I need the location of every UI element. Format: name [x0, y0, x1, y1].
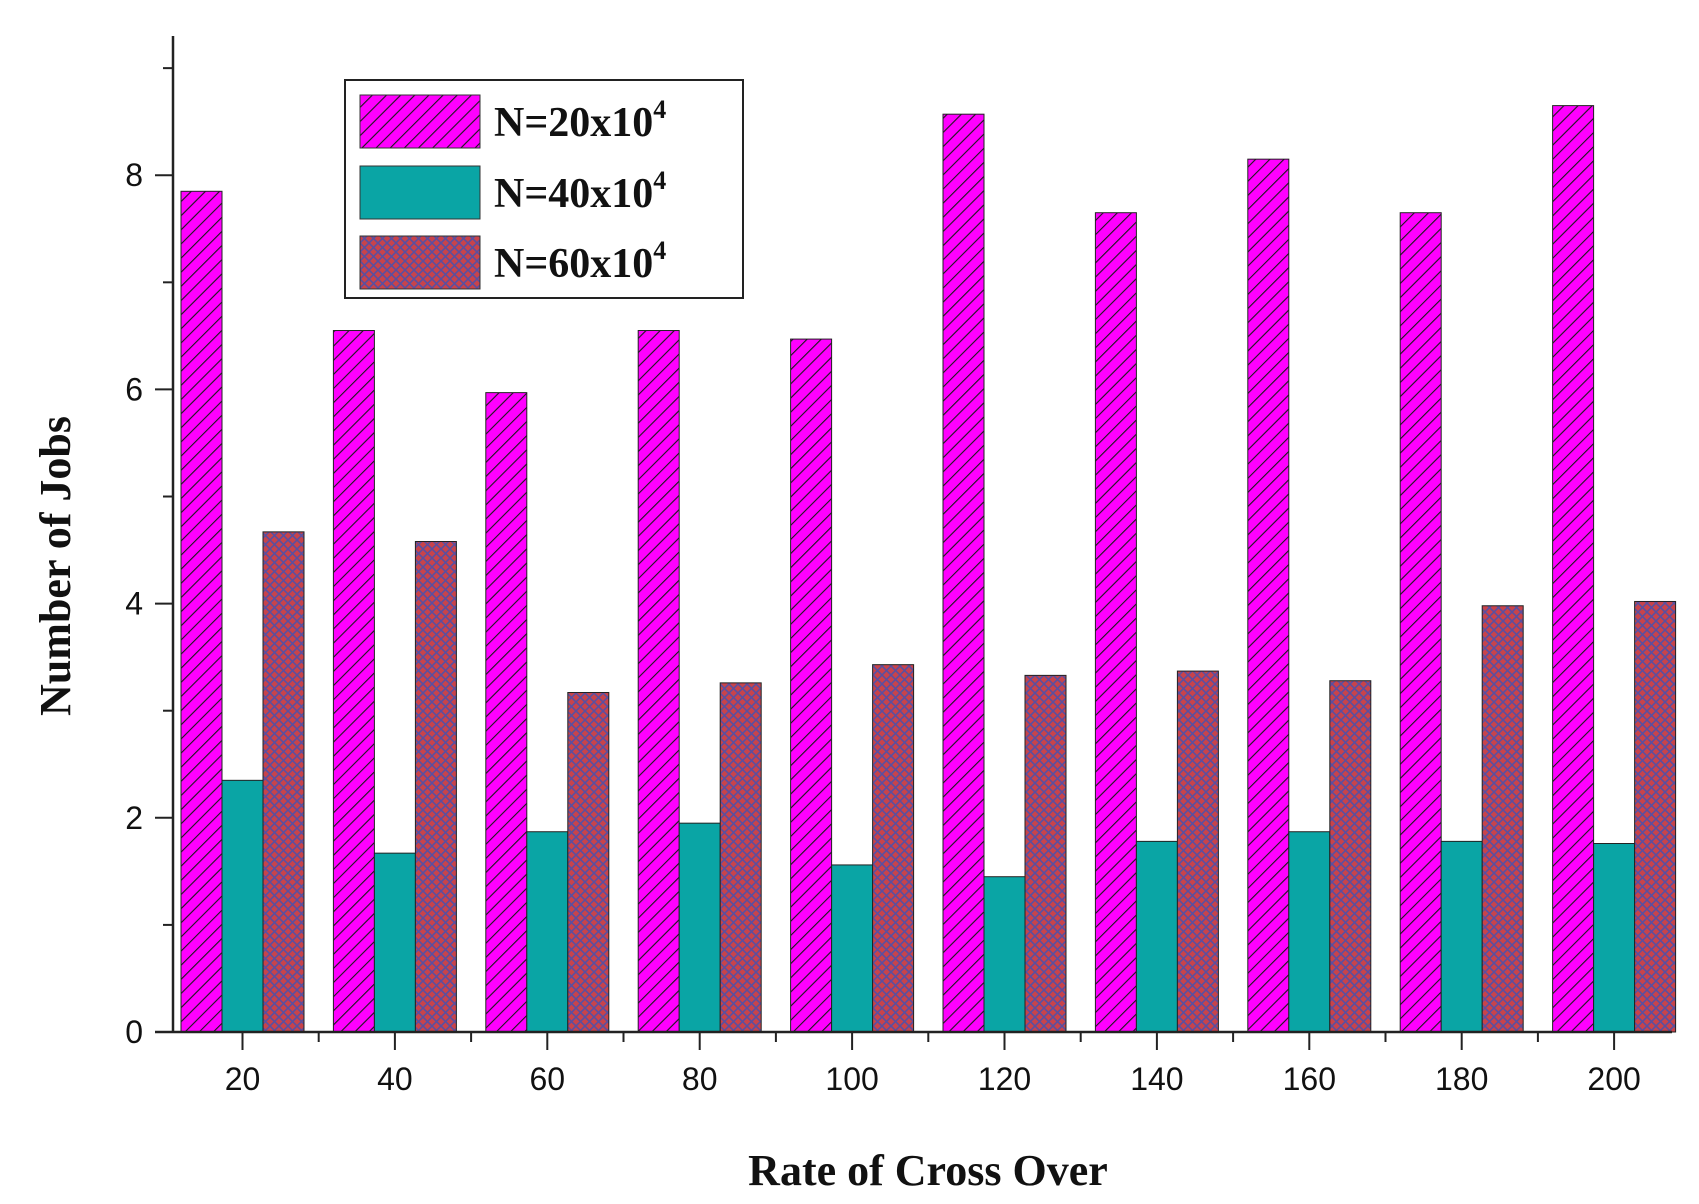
- bar-n60-100: [872, 664, 915, 1033]
- bar-n40-20: [221, 779, 264, 1033]
- x-tick-label-200: 200: [1587, 1061, 1640, 1097]
- x-axis-title: Rate of Cross Over: [748, 1146, 1108, 1195]
- bar-n20-40: [332, 330, 375, 1033]
- bar-n60-140: [1176, 670, 1219, 1033]
- bar-n40-120: [983, 876, 1026, 1033]
- bar-n40-100: [831, 864, 874, 1033]
- x-tick-label-120: 120: [978, 1061, 1031, 1097]
- axes-layer: 0 2 4 6 8 20 40 60 80 100 120 140 160 180 200: [125, 36, 1672, 1097]
- y-tick-label: 6: [125, 371, 143, 407]
- legend-label-n60-sup: 4: [653, 236, 666, 265]
- legend: N=20x104 N=40x104 N=60x104: [344, 79, 744, 299]
- bar-n60-60: [567, 692, 610, 1033]
- x-tick-label-140: 140: [1130, 1061, 1183, 1097]
- bar-n40-200: [1593, 843, 1636, 1033]
- legend-label-n40-base: N=40x10: [494, 171, 653, 217]
- bar-n40-40: [373, 852, 416, 1033]
- bar-n60-200: [1634, 600, 1677, 1033]
- y-tick-label: 0: [125, 1014, 143, 1050]
- legend-label-n20-sup: 4: [653, 95, 666, 124]
- bar-n60-20: [262, 531, 305, 1033]
- bar-n60-120: [1024, 674, 1067, 1033]
- bar-n20-60: [485, 392, 528, 1033]
- legend-swatch-n20: [359, 94, 481, 149]
- legend-label-n60: N=60x104: [494, 236, 666, 287]
- bar-n60-40: [414, 540, 457, 1033]
- legend-swatch-n40: [359, 165, 481, 220]
- bar-n60-80: [719, 682, 762, 1033]
- bar-n40-160: [1288, 831, 1331, 1033]
- y-tick-label: 2: [125, 800, 143, 836]
- bar-n40-180: [1440, 840, 1483, 1033]
- legend-label-n40: N=40x104: [494, 166, 666, 217]
- x-tick-label-160: 160: [1283, 1061, 1336, 1097]
- bar-n20-200: [1552, 105, 1595, 1033]
- x-tick-label-20: 20: [225, 1061, 261, 1097]
- bar-n20-120: [942, 113, 985, 1033]
- y-tick-label: 4: [125, 586, 143, 622]
- bar-n20-20: [180, 190, 223, 1033]
- bar-n20-100: [790, 338, 833, 1033]
- bar-n20-140: [1094, 212, 1137, 1033]
- x-tick-label-60: 60: [530, 1061, 566, 1097]
- legend-label-n20: N=20x104: [494, 95, 666, 146]
- bar-n40-60: [526, 831, 569, 1033]
- bar-n40-140: [1135, 840, 1178, 1033]
- bars-layer: [180, 105, 1677, 1033]
- x-tick-label-180: 180: [1435, 1061, 1488, 1097]
- bar-n20-160: [1247, 158, 1290, 1033]
- bar-n20-180: [1399, 212, 1442, 1033]
- bar-n20-80: [637, 330, 680, 1033]
- x-tick-label-100: 100: [825, 1061, 878, 1097]
- x-tick-label-40: 40: [377, 1061, 413, 1097]
- y-axis-title: Number of Jobs: [31, 416, 80, 716]
- y-tick-label: 8: [125, 157, 143, 193]
- bar-n60-180: [1481, 605, 1524, 1033]
- legend-label-n60-base: N=60x10: [494, 241, 653, 287]
- x-tick-label-80: 80: [682, 1061, 718, 1097]
- bar-n60-160: [1329, 680, 1372, 1033]
- legend-swatch-n60: [359, 235, 481, 290]
- bar-n40-80: [678, 822, 721, 1033]
- legend-label-n20-base: N=20x10: [494, 100, 653, 146]
- legend-label-n40-sup: 4: [653, 166, 666, 195]
